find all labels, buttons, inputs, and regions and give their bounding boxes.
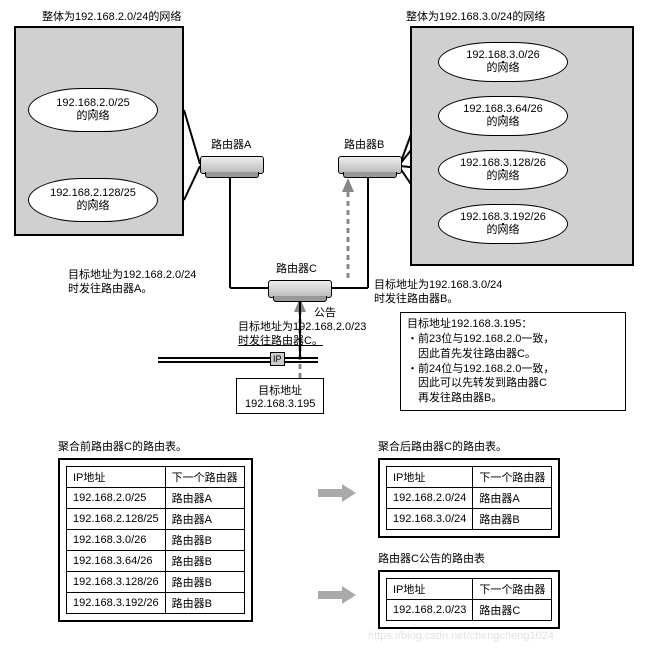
table-before-caption: 聚合前路由器C的路由表。 (58, 440, 187, 454)
cloud-cidr: 192.168.3.64/26 (463, 103, 543, 116)
watermark: https://blog.csdn.net/chengcheng1024 (368, 630, 554, 642)
explain-b1: ・前23位与192.168.2.0一致， 因此首先发往路由器C。 (407, 332, 619, 362)
cloud-left-0: 192.168.2.0/25 的网络 (28, 88, 158, 132)
th: 下一个路由器 (473, 579, 552, 600)
table-announce-caption: 路由器C公告的路由表 (378, 552, 485, 566)
target-label: 目标地址 (245, 382, 315, 398)
ip-chip: IP (270, 352, 285, 366)
arrow-icon (318, 588, 358, 602)
explain-box: 目标地址192.168.3.195： ・前23位与192.168.2.0一致， … (400, 312, 626, 411)
th: IP地址 (387, 579, 473, 600)
router-b (338, 156, 402, 174)
table-row: 192.168.3.192/26路由器B (67, 593, 245, 614)
router-b-label: 路由器B (344, 138, 384, 152)
explain-title: 目标地址192.168.3.195： (407, 317, 619, 332)
network-diagram: 整体为192.168.2.0/24的网络 192.168.2.0/25 的网络 … (8, 8, 638, 649)
table-before: IP地址下一个路由器 192.168.2.0/25路由器A 192.168.2.… (66, 466, 245, 614)
target-ip: 192.168.3.195 (245, 398, 315, 410)
cloud-right-3: 192.168.3.192/26 的网络 (438, 204, 568, 244)
cloud-left-1: 192.168.2.128/25 的网络 (28, 178, 158, 222)
table-announce: IP地址下一个路由器 192.168.2.0/23路由器C (386, 578, 552, 621)
left-net-title: 整体为192.168.2.0/24的网络 (42, 10, 181, 24)
cloud-cidr: 192.168.3.192/26 (460, 211, 546, 224)
table-row: 192.168.2.0/24路由器A (387, 488, 552, 509)
router-a-label: 路由器A (211, 138, 251, 152)
cloud-suffix: 的网络 (487, 116, 520, 129)
cloud-suffix: 的网络 (487, 224, 520, 237)
explain-b2: ・前24位与192.168.2.0一致， 因此可以先转发到路由器C 再发往路由器… (407, 362, 619, 407)
table-row: 192.168.3.64/26路由器B (67, 551, 245, 572)
note-to-b: 目标地址为192.168.3.0/24 时发往路由器B。 (374, 278, 502, 307)
cloud-right-0: 192.168.3.0/26 的网络 (438, 42, 568, 82)
table-announce-wrap: IP地址下一个路由器 192.168.2.0/23路由器C (378, 570, 560, 629)
cloud-cidr: 192.168.2.0/25 (56, 97, 129, 110)
table-row: 192.168.3.0/26路由器B (67, 530, 245, 551)
cloud-right-1: 192.168.3.64/26 的网络 (438, 96, 568, 136)
arrow-icon (318, 486, 358, 500)
cloud-cidr: 192.168.3.128/26 (460, 157, 546, 170)
table-row: 192.168.3.128/26路由器B (67, 572, 245, 593)
note-to-c: 目标地址为192.168.2.0/23 时发往路由器C。 (238, 320, 366, 349)
th: 下一个路由器 (165, 467, 244, 488)
target-address-box: 目标地址 192.168.3.195 (236, 378, 324, 414)
router-c (268, 280, 332, 298)
router-a (200, 156, 264, 174)
router-c-label: 路由器C (276, 262, 317, 276)
table-after-wrap: IP地址下一个路由器 192.168.2.0/24路由器A 192.168.3.… (378, 458, 560, 538)
table-row: 192.168.2.128/25路由器A (67, 509, 245, 530)
cloud-right-2: 192.168.3.128/26 的网络 (438, 150, 568, 190)
cloud-suffix: 的网络 (77, 200, 110, 213)
th: IP地址 (387, 467, 473, 488)
table-after: IP地址下一个路由器 192.168.2.0/24路由器A 192.168.3.… (386, 466, 552, 530)
table-row: 192.168.2.0/25路由器A (67, 488, 245, 509)
th: 下一个路由器 (473, 467, 552, 488)
cloud-cidr: 192.168.3.0/26 (466, 49, 539, 62)
right-net-title: 整体为192.168.3.0/24的网络 (406, 10, 545, 24)
table-after-caption: 聚合后路由器C的路由表。 (378, 440, 507, 454)
cloud-cidr: 192.168.2.128/25 (50, 187, 136, 200)
note-to-a: 目标地址为192.168.2.0/24 时发往路由器A。 (68, 268, 196, 297)
cloud-suffix: 的网络 (487, 170, 520, 183)
announce-label: 公告 (314, 306, 336, 320)
table-row: 192.168.3.0/24路由器B (387, 509, 552, 530)
cloud-suffix: 的网络 (77, 110, 110, 123)
cloud-suffix: 的网络 (487, 62, 520, 75)
table-row: 192.168.2.0/23路由器C (387, 600, 552, 621)
th: IP地址 (67, 467, 166, 488)
table-before-wrap: IP地址下一个路由器 192.168.2.0/25路由器A 192.168.2.… (58, 458, 253, 622)
